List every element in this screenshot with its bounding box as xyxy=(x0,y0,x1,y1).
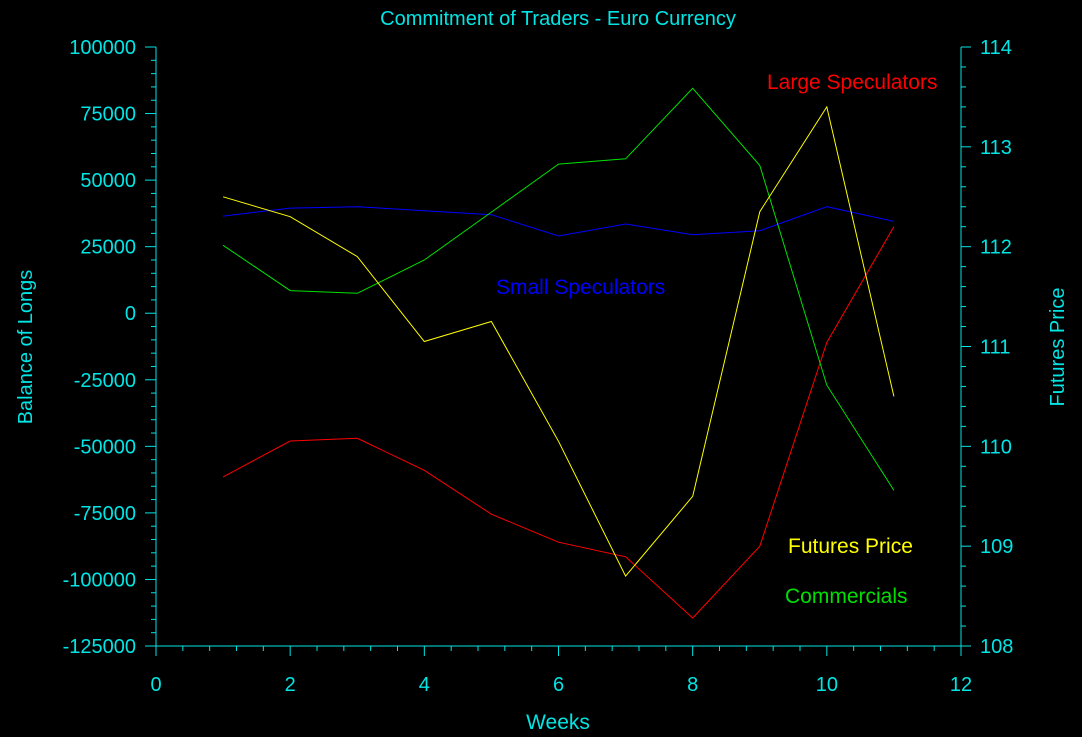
series-line-small-speculators xyxy=(223,206,895,237)
y-right-tick-label: 112 xyxy=(980,237,1012,259)
x-axis-label: Weeks xyxy=(526,711,590,734)
y-left-tick-label: 25000 xyxy=(80,237,136,259)
annotation-small-speculators: Small Speculators xyxy=(496,276,665,299)
y-right-tick-label: 111 xyxy=(980,337,1010,359)
x-tick-label: 6 xyxy=(553,674,564,696)
y-left-tick-label: 50000 xyxy=(80,170,136,192)
y-right-axis-label: Futures Price xyxy=(1047,288,1069,407)
x-tick-label: 4 xyxy=(419,674,430,696)
series-line-futures-price xyxy=(222,105,895,578)
y-left-tick-label: 0 xyxy=(125,303,136,325)
annotation-large-speculators: Large Speculators xyxy=(767,71,937,94)
series-line-commercials xyxy=(222,87,895,491)
x-tick-label: 8 xyxy=(687,674,698,696)
y-right-tick-label: 108 xyxy=(980,636,1013,658)
annotation-commercials: Commercials xyxy=(785,585,908,608)
y-right-tick-label: 113 xyxy=(980,137,1012,159)
y-left-axis-label: Balance of Longs xyxy=(15,270,37,425)
chart-title: Commitment of Traders - Euro Currency xyxy=(380,8,736,30)
x-tick-label: 0 xyxy=(150,674,161,696)
y-left-tick-label: -125000 xyxy=(63,636,136,658)
annotation-futures-price: Futures Price xyxy=(788,535,913,558)
y-left-tick-label: -25000 xyxy=(74,370,136,392)
y-left-tick-label: -75000 xyxy=(74,503,136,525)
y-left-tick-label: -50000 xyxy=(74,436,136,458)
y-left-tick-label: 100000 xyxy=(69,37,136,59)
y-right-tick-label: 109 xyxy=(980,536,1013,558)
y-right-tick-label: 110 xyxy=(980,436,1012,458)
y-left-tick-label: -100000 xyxy=(63,569,136,591)
x-tick-label: 2 xyxy=(285,674,296,696)
x-tick-label: 10 xyxy=(816,674,838,696)
series-line-large-speculators xyxy=(222,226,895,619)
y-left-tick-label: 75000 xyxy=(80,104,136,126)
y-right-tick-label: 114 xyxy=(980,37,1012,59)
x-tick-label: 12 xyxy=(950,674,972,696)
